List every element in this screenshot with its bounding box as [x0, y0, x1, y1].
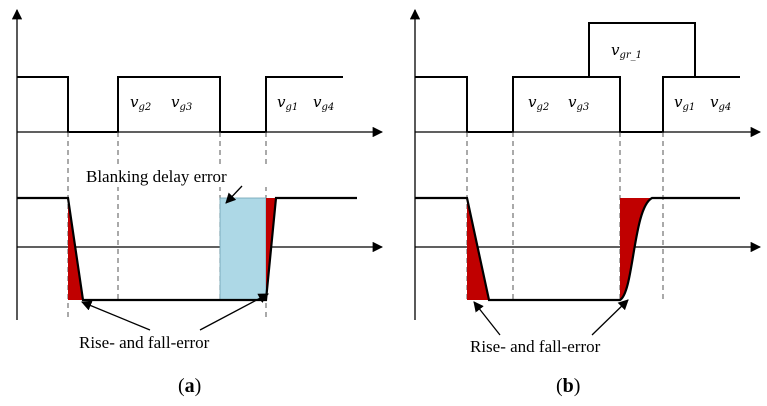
panel-a-blanking-region — [219, 197, 267, 301]
panel-a-gate-signal — [17, 76, 343, 133]
panel-b-label-vg2: vg2 — [528, 93, 549, 113]
panel-a-voltage-waveform — [17, 196, 357, 302]
panel-a-rise-fall-arrow-left — [81, 300, 151, 331]
panel-b-rise-fall-arrow-left — [473, 301, 501, 336]
panel-a-label-vg2: vg2 — [130, 93, 151, 113]
panel-a-blanking-label-bg — [80, 165, 280, 187]
panel-a-label-vg3: vg3 — [171, 93, 192, 113]
panel-a-blanking-label: Blanking delay error — [86, 167, 227, 186]
panel-a-rise-fall-label: Rise- and fall-error — [79, 333, 210, 352]
panel-a-label-vg4: vg4 — [313, 93, 334, 113]
panel-b-label-vg1: vg1 — [674, 93, 695, 113]
panel-b-caption: (b) — [556, 375, 580, 397]
panel-b-voltage-waveform — [415, 196, 740, 302]
panel-a: vg2 vg3 vg1 vg4 Blanking delay error Ris… — [11, 8, 384, 397]
panel-b-label-vgr1: vgr_1 — [611, 41, 642, 61]
panel-a-blanking-arrow — [225, 185, 243, 204]
panel-b-rise-fall-arrow-right — [591, 299, 629, 336]
panel-b: vgr_1 vg2 vg3 vg1 vg4 Rise- and fall-err… — [409, 8, 762, 397]
panel-b-gr1-pulse — [588, 22, 696, 77]
panel-a-label-vg1: vg1 — [277, 93, 298, 113]
panel-b-gate-signal — [415, 76, 740, 133]
panel-a-rise-fall-arrow-right — [199, 293, 269, 331]
panel-a-caption: (a) — [178, 375, 201, 397]
panel-b-label-vg3: vg3 — [568, 93, 589, 113]
panel-b-rise-fall-label: Rise- and fall-error — [470, 337, 601, 356]
panel-b-label-vg4: vg4 — [710, 93, 731, 113]
panel-b-rise-error-region — [620, 198, 652, 300]
